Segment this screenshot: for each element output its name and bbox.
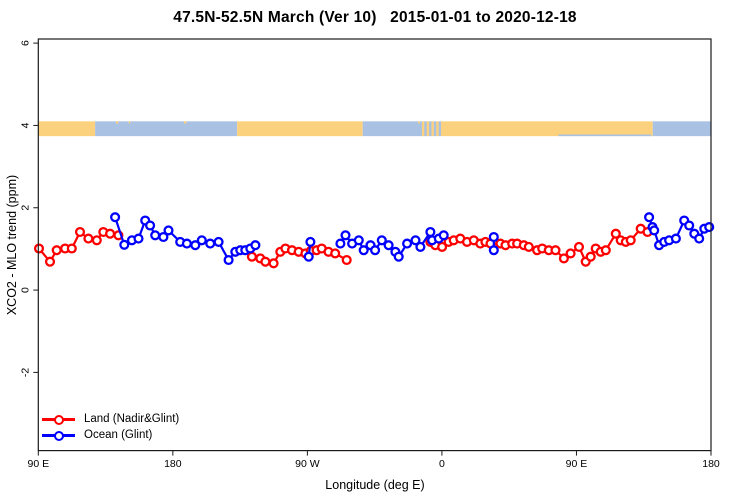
land-data-point xyxy=(260,256,271,267)
land-data-point xyxy=(105,228,116,239)
legend-label-ocean: Ocean (Glint) xyxy=(84,429,153,441)
land-data-point xyxy=(330,248,341,259)
land-data-point xyxy=(558,253,569,264)
land-data-point xyxy=(625,235,636,246)
ocean-data-point xyxy=(196,235,207,246)
ocean-data-point xyxy=(119,239,130,250)
ocean-data-point xyxy=(402,238,413,249)
legend-item-land: Land (Nadir&Glint) xyxy=(42,412,179,427)
land-series xyxy=(33,223,653,269)
ocean-data-point xyxy=(410,235,421,246)
land-data-point xyxy=(33,243,45,254)
ocean-data-point xyxy=(250,240,261,251)
legend-item-ocean: Ocean (Glint) xyxy=(42,428,179,443)
ocean-data-point xyxy=(340,230,351,241)
ocean-data-point xyxy=(213,236,224,247)
ocean-data-point xyxy=(376,235,387,246)
ocean-data-point xyxy=(670,233,681,244)
land-data-point xyxy=(550,245,561,256)
y-tick-label: 2 xyxy=(19,205,31,211)
land-data-point xyxy=(51,245,62,256)
ocean-data-point xyxy=(181,238,192,249)
ocean-data-point xyxy=(303,251,314,262)
y-axis-label: XCO2 - MLO trend (ppm) xyxy=(5,174,19,316)
ocean-series-marker-icon xyxy=(42,430,75,441)
y-tick-label: 4 xyxy=(19,122,31,128)
land-data-point xyxy=(44,256,56,267)
ocean-data-point xyxy=(163,225,174,236)
ocean-data-point xyxy=(110,212,121,223)
ocean-data-point xyxy=(393,251,404,262)
ocean-data-point xyxy=(223,254,234,266)
land-data-point xyxy=(437,241,448,252)
y-tick-label: 0 xyxy=(19,287,31,293)
ocean-data-point xyxy=(704,222,715,233)
land-data-point xyxy=(523,241,534,252)
x-tick-label: 180 xyxy=(164,458,182,470)
axes: 90 E 180 90 W 0 90 E 180 -2 0 2 4 6 xyxy=(19,40,720,470)
ocean-data-point xyxy=(644,212,655,223)
ocean-data-point xyxy=(358,245,369,256)
ocean-data-point xyxy=(415,241,426,252)
ocean-data-point xyxy=(488,245,499,256)
ocean-data-point xyxy=(694,233,705,244)
land-data-point xyxy=(565,248,576,259)
chart-legend: Land (Nadir&Glint) Ocean (Glint) xyxy=(42,412,179,443)
ocean-data-point xyxy=(370,245,381,256)
ocean-data-point xyxy=(150,230,161,241)
ocean-data-point xyxy=(158,231,169,243)
plot-border xyxy=(37,38,712,452)
land-data-point xyxy=(66,243,77,254)
chart-title: 47.5N-52.5N March (Ver 10) 2015-01-01 to… xyxy=(173,9,577,26)
ocean-data-point xyxy=(438,230,449,241)
x-tick-label: 0 xyxy=(439,458,445,470)
land-series-marker-icon xyxy=(42,414,75,425)
land-data-point xyxy=(74,226,86,238)
ocean-data-point xyxy=(488,231,499,243)
land-data-point xyxy=(573,241,585,252)
land-data-point xyxy=(610,228,621,239)
ocean-data-point xyxy=(133,233,144,244)
x-tick-label: 90 E xyxy=(27,458,49,470)
ocean-data-point xyxy=(425,226,436,238)
ocean-data-point xyxy=(335,238,346,249)
ocean-data-point xyxy=(305,236,316,247)
land-data-point xyxy=(585,251,596,262)
surface-type-band xyxy=(38,121,711,137)
x-tick-label: 180 xyxy=(702,458,720,470)
land-data-point xyxy=(341,254,352,266)
ocean-data-point xyxy=(205,238,216,249)
ocean-data-point xyxy=(383,240,394,251)
land-data-point xyxy=(600,245,611,256)
ocean-data-point xyxy=(649,225,660,236)
ocean-data-point xyxy=(190,240,201,251)
land-data-point xyxy=(91,235,102,246)
x-axis-label: Longitude (deg E) xyxy=(325,478,425,492)
x-tick-label: 90 W xyxy=(295,458,320,470)
land-data-point xyxy=(246,251,257,262)
ocean-series xyxy=(110,212,715,266)
legend-label-land: Land (Nadir&Glint) xyxy=(84,413,180,425)
x-tick-label: 90 E xyxy=(566,458,588,470)
ocean-data-point xyxy=(353,235,364,246)
ocean-data-point xyxy=(684,220,695,231)
ocean-data-point xyxy=(145,220,156,231)
y-tick-label: 6 xyxy=(19,40,31,46)
land-data-point xyxy=(268,258,279,269)
land-data-point xyxy=(83,233,94,244)
y-tick-label: -2 xyxy=(19,368,31,377)
